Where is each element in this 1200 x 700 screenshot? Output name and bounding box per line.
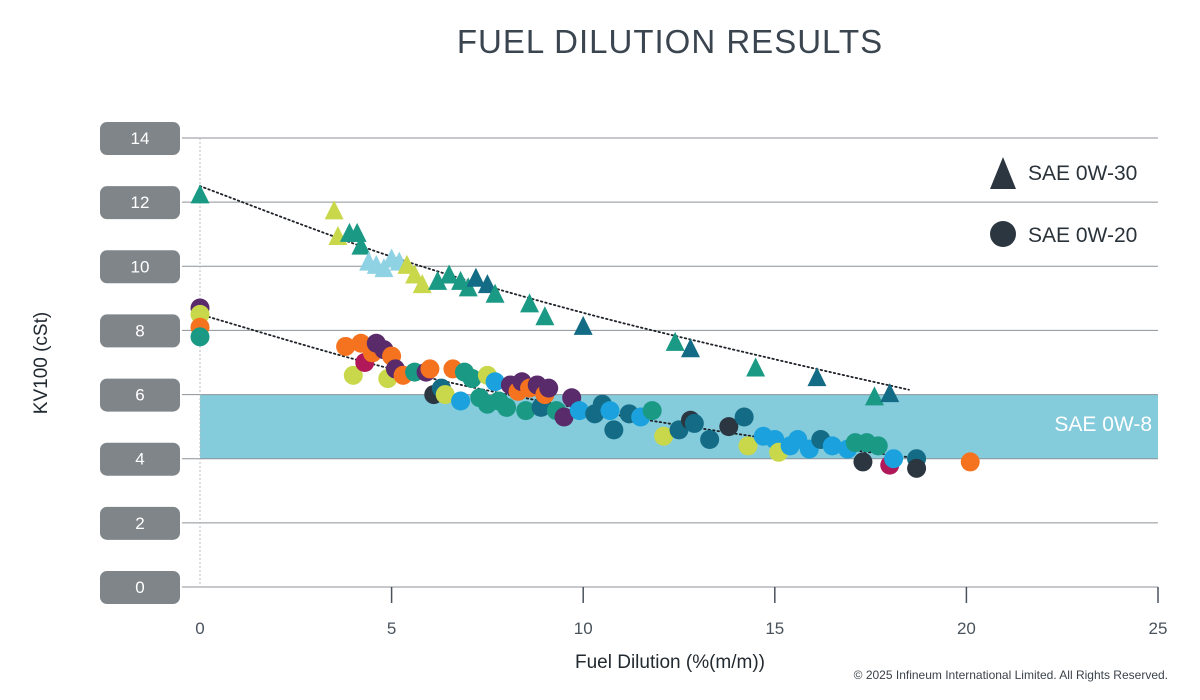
legend: SAE 0W-30 SAE 0W-20 <box>990 157 1137 247</box>
triangle-point <box>374 258 394 278</box>
legend-triangle-icon <box>990 157 1016 189</box>
x-tick-label-15: 15 <box>765 619 784 638</box>
triangle-point <box>573 315 593 335</box>
triangle-point <box>680 338 700 358</box>
y-tick-badge-8 <box>100 314 180 348</box>
circle-point <box>700 429 720 449</box>
circle-point <box>539 378 559 398</box>
y-tick-badge-0 <box>100 571 180 604</box>
circle-point <box>462 369 482 389</box>
triangle-point <box>439 264 459 284</box>
circle-point <box>822 436 842 456</box>
x-axis-ticks: 0 5 10 15 20 25 <box>195 587 1167 638</box>
band-label: SAE 0W-8 <box>1054 413 1152 436</box>
trendlines <box>199 185 922 460</box>
legend-circle-icon <box>990 221 1016 247</box>
circle-point <box>738 436 758 456</box>
triangle-point <box>428 270 448 290</box>
triangle-point <box>880 383 900 403</box>
circle-point <box>343 365 363 385</box>
legend-label-0w-20: SAE 0W-20 <box>1028 224 1137 247</box>
y-tick-badge-6 <box>100 378 180 412</box>
circle-point <box>435 385 455 405</box>
circle-point <box>600 401 620 421</box>
circle-point <box>868 436 888 456</box>
trendline-0 <box>199 185 910 391</box>
triangle-point <box>477 274 497 294</box>
legend-label-0w-30: SAE 0W-30 <box>1028 162 1137 185</box>
triangle-point <box>485 283 505 303</box>
y-tick-label-0: 0 <box>135 578 144 597</box>
y-tick-badge-12 <box>100 186 180 220</box>
triangle-point <box>807 367 827 387</box>
circle-point <box>734 407 754 427</box>
circle-point <box>654 426 674 446</box>
y-tick-badge-4 <box>100 442 180 476</box>
series-sae-0w-20 <box>190 298 980 478</box>
series-sae-0w-30 <box>190 184 900 406</box>
circle-point <box>719 417 739 437</box>
circle-point <box>336 336 356 356</box>
x-tick-label-5: 5 <box>387 619 396 638</box>
circle-point <box>485 372 505 392</box>
circle-point <box>960 452 980 472</box>
copyright-notice: © 2025 Infineum International Limited. A… <box>854 668 1168 682</box>
y-tick-label-2: 2 <box>135 514 144 533</box>
trendline-1 <box>199 313 922 460</box>
y-tick-label-6: 6 <box>135 386 144 405</box>
triangle-point <box>351 235 371 255</box>
circle-point <box>516 401 536 421</box>
circle-point <box>684 413 704 433</box>
triangle-point <box>535 306 555 326</box>
y-tick-label-10: 10 <box>131 257 150 276</box>
y-axis-label: KV100 (cSt) <box>31 312 52 414</box>
x-tick-label-25: 25 <box>1149 619 1168 638</box>
circle-point <box>554 407 574 427</box>
triangle-point <box>466 267 486 287</box>
gridlines <box>182 137 1158 588</box>
triangle-point <box>458 277 478 297</box>
triangle-point <box>746 357 766 377</box>
triangle-point <box>864 386 884 406</box>
y-tick-badge-10 <box>100 250 180 284</box>
x-tick-label-20: 20 <box>957 619 976 638</box>
triangle-point <box>412 274 432 294</box>
circle-point <box>420 359 440 379</box>
triangle-point <box>397 254 417 274</box>
x-axis-label: Fuel Dilution (%(m/m)) <box>575 652 765 673</box>
y-tick-label-4: 4 <box>135 450 144 469</box>
triangle-point <box>665 331 685 351</box>
x-tick-label-10: 10 <box>574 619 593 638</box>
x-tick-label-0: 0 <box>195 619 204 638</box>
data-points <box>190 184 980 478</box>
y-axis-ticks: 0 2 4 6 8 10 12 14 <box>100 122 180 604</box>
triangle-point <box>405 264 425 284</box>
circle-point <box>884 449 904 469</box>
circle-point <box>642 401 662 421</box>
triangle-point <box>324 200 344 220</box>
circle-point <box>604 420 624 440</box>
y-tick-label-14: 14 <box>131 129 150 148</box>
triangle-point <box>347 222 367 242</box>
circle-point <box>190 327 210 347</box>
y-tick-label-12: 12 <box>131 193 150 212</box>
circle-point <box>451 391 471 411</box>
y-tick-badge-14 <box>100 122 180 155</box>
circle-point <box>497 397 517 417</box>
circle-point <box>907 458 927 478</box>
y-tick-label-8: 8 <box>135 321 144 340</box>
circle-point <box>569 401 589 421</box>
triangle-point <box>190 184 210 204</box>
circle-point <box>853 452 873 472</box>
y-tick-badge-2 <box>100 506 180 540</box>
triangle-point <box>520 293 540 313</box>
chart-title: FUEL DILUTION RESULTS <box>457 23 883 60</box>
